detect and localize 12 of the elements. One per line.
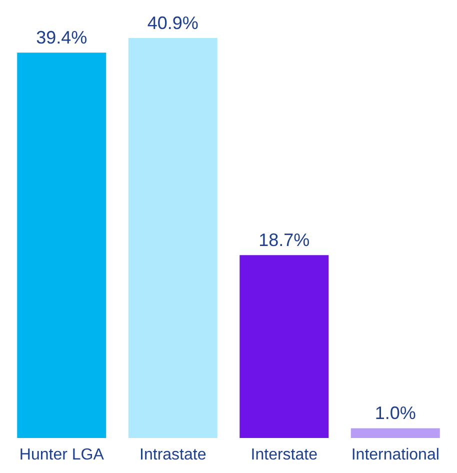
- data-label: 40.9%: [147, 13, 198, 33]
- x-tick-label: Hunter LGA: [19, 446, 104, 464]
- bar: [240, 255, 329, 438]
- x-tick-label: Intrastate: [140, 446, 206, 464]
- x-tick-label: Interstate: [250, 446, 318, 464]
- data-label: 1.0%: [374, 403, 416, 424]
- data-label: 39.4%: [36, 28, 88, 48]
- bar: [17, 52, 106, 438]
- x-tick-label: International: [351, 446, 440, 464]
- bar: [350, 428, 440, 438]
- bar: [128, 38, 218, 438]
- data-label: 18.7%: [258, 230, 310, 250]
